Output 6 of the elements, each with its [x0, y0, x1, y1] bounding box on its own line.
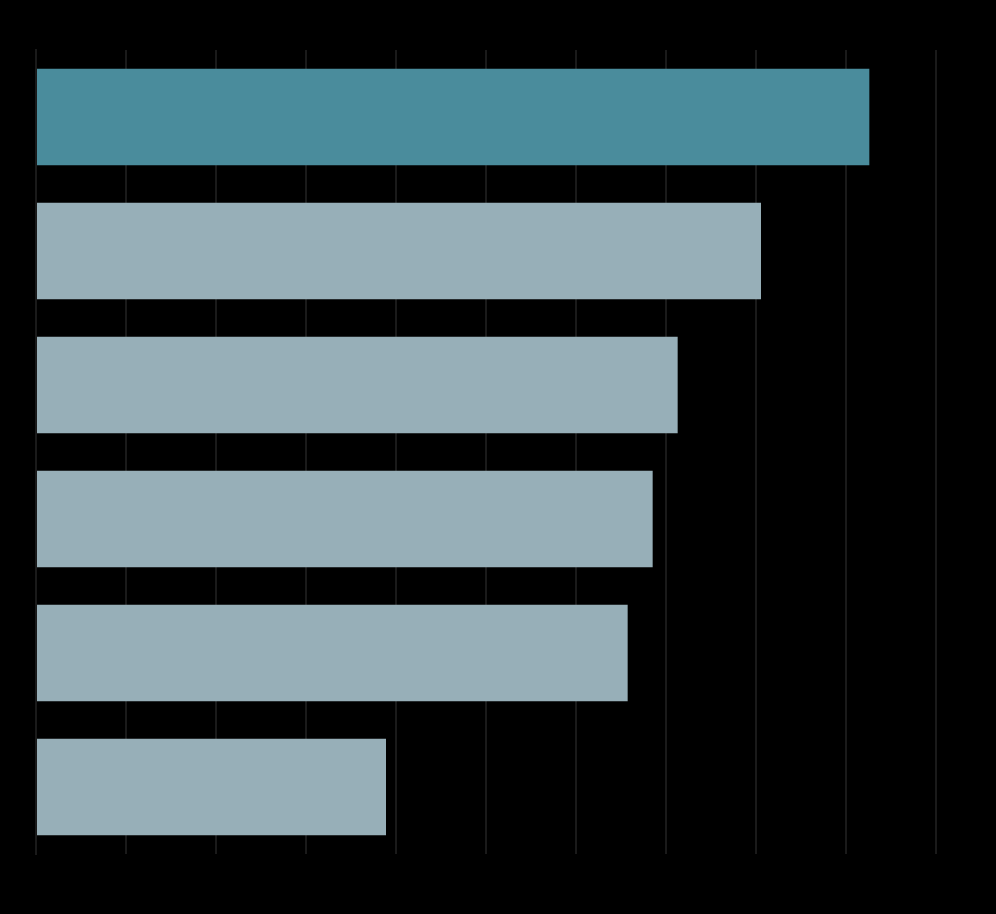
bar: [37, 604, 628, 702]
bar: [37, 202, 761, 300]
bar: [37, 738, 386, 836]
bar: [37, 336, 678, 434]
bar: [37, 470, 653, 568]
bar: [37, 68, 870, 166]
